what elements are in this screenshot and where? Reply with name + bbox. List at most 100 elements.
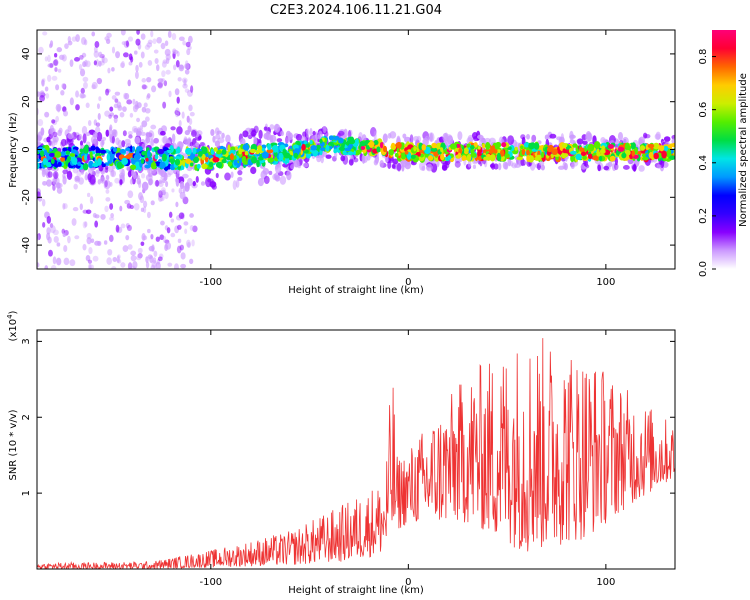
spectrogram-cell bbox=[181, 173, 189, 179]
spectrogram-cell bbox=[328, 135, 335, 141]
spectrogram-cell bbox=[516, 156, 524, 161]
spectrogram-cell bbox=[482, 149, 487, 154]
spectrogram-cell bbox=[520, 145, 524, 150]
spectrogram-cell bbox=[178, 212, 185, 219]
spectrogram-cell bbox=[241, 155, 247, 163]
spectrogram-cell bbox=[92, 162, 99, 168]
spectrogram-cell bbox=[551, 148, 559, 155]
spectrogram-cell bbox=[130, 254, 137, 262]
spectrogram-cell bbox=[404, 136, 411, 143]
colorbar-gradient bbox=[712, 30, 736, 269]
spectrogram-cell bbox=[85, 254, 91, 262]
spectrogram-cell bbox=[160, 42, 166, 50]
spectrogram-cell bbox=[165, 57, 170, 64]
spectrogram-cell bbox=[572, 143, 578, 148]
spectrogram-cell bbox=[235, 179, 240, 188]
spectrogram-cell bbox=[382, 145, 387, 153]
spectrogram-cell bbox=[304, 143, 311, 148]
spectrogram-cell bbox=[63, 110, 69, 117]
spectrogram-cell bbox=[333, 135, 340, 141]
spectrogram-cell bbox=[103, 240, 108, 245]
spectrogram-cell bbox=[37, 91, 42, 97]
spectrogram-cell bbox=[91, 84, 96, 90]
spectrogram-cell bbox=[309, 140, 313, 145]
spectrogram-cell bbox=[221, 149, 227, 155]
spectrogram-cell bbox=[184, 129, 190, 136]
spectrogram-cell bbox=[163, 172, 168, 182]
spectrogram-cell bbox=[244, 150, 249, 156]
spectrogram-cell bbox=[373, 130, 377, 141]
spectrogram-cell bbox=[186, 48, 191, 56]
spectrogram-cell bbox=[160, 130, 166, 136]
spectrogram-cell bbox=[57, 161, 62, 167]
spectrogram-cell bbox=[592, 155, 600, 161]
spectrogram-cell bbox=[256, 145, 263, 151]
spectrogram-cell bbox=[95, 122, 101, 127]
spectrogram-cell bbox=[98, 51, 103, 58]
spectrogram-cell bbox=[81, 52, 87, 58]
spectrogram-cell bbox=[98, 60, 102, 67]
spectrogram-cell bbox=[387, 160, 392, 170]
spectrogram-cell bbox=[358, 132, 363, 141]
spectrogram-cell bbox=[624, 149, 631, 156]
spectrogram-cell bbox=[126, 224, 132, 231]
spectrogram-cell bbox=[57, 68, 62, 73]
spectrogram-cell bbox=[147, 254, 153, 260]
spectrogram-cell bbox=[638, 165, 645, 172]
spectrogram-cell bbox=[147, 39, 153, 45]
spectrogram-cell bbox=[221, 159, 227, 164]
spectrogram-cell bbox=[562, 148, 567, 154]
spectrogram-cell bbox=[139, 195, 145, 204]
spectrogram-cell bbox=[93, 119, 98, 126]
spectrogram-cell bbox=[162, 101, 167, 109]
spectrogram-cell bbox=[225, 134, 231, 143]
spectrogram-cell bbox=[96, 131, 103, 142]
spectrogram-cell bbox=[109, 106, 114, 112]
spectrogram-cell bbox=[511, 162, 518, 169]
spectrogram-cell bbox=[569, 130, 574, 141]
spectrogram-cell bbox=[82, 133, 87, 144]
spectrogram-cell bbox=[192, 180, 196, 187]
spectrogram-cell bbox=[152, 38, 157, 45]
snr-y-tick-label: 3 bbox=[21, 338, 32, 344]
spectrogram-cell bbox=[663, 136, 671, 142]
spectrogram-cell bbox=[75, 90, 80, 98]
spectrogram-cell bbox=[302, 131, 307, 138]
spectrogram-cell bbox=[120, 262, 126, 268]
spectrogram-cell bbox=[640, 145, 646, 151]
spectrogram-cell bbox=[105, 189, 110, 194]
spectrogram-cell bbox=[396, 163, 402, 172]
spectrogram-cell bbox=[111, 95, 117, 100]
spectrogram-cell bbox=[136, 117, 141, 123]
spectrogram-cell bbox=[97, 158, 102, 166]
spectrogram-cell bbox=[119, 205, 123, 212]
spectrogram-cell bbox=[290, 164, 295, 170]
spectrogram-cell bbox=[280, 130, 285, 136]
spectrogram-cell bbox=[355, 138, 359, 146]
spectrogram-cell bbox=[129, 145, 133, 153]
spectrogram-cell bbox=[67, 35, 72, 43]
spectrogram-cell bbox=[85, 132, 91, 137]
spectrogram-cell bbox=[179, 64, 184, 70]
spectrogram-cell bbox=[46, 179, 52, 187]
spectrogram-cell bbox=[301, 143, 306, 151]
spectrogram-cell bbox=[161, 191, 167, 196]
spectrogram-cell bbox=[47, 54, 51, 63]
spectrogram-cell bbox=[268, 170, 273, 175]
spectrogram-cell bbox=[164, 143, 172, 148]
spectrogram-cell bbox=[472, 164, 477, 170]
spectrogram-cell bbox=[526, 133, 530, 140]
spectrogram-cell bbox=[401, 164, 405, 172]
spectrogram-cell bbox=[54, 151, 62, 158]
spectrogram-cell bbox=[109, 234, 114, 243]
spectrogram-cell bbox=[188, 35, 193, 44]
spectrogram-cell bbox=[151, 244, 155, 252]
spectrogram-cell bbox=[129, 164, 137, 170]
spectrogram-cell bbox=[215, 172, 219, 179]
spectrogram-cell bbox=[95, 147, 101, 155]
spectrogram-cell bbox=[41, 79, 45, 87]
spectrogram-cell bbox=[134, 50, 138, 55]
spectrogram-cell bbox=[79, 68, 86, 77]
spectrogram-cell bbox=[101, 57, 108, 64]
spectrogram-cell bbox=[87, 259, 93, 264]
